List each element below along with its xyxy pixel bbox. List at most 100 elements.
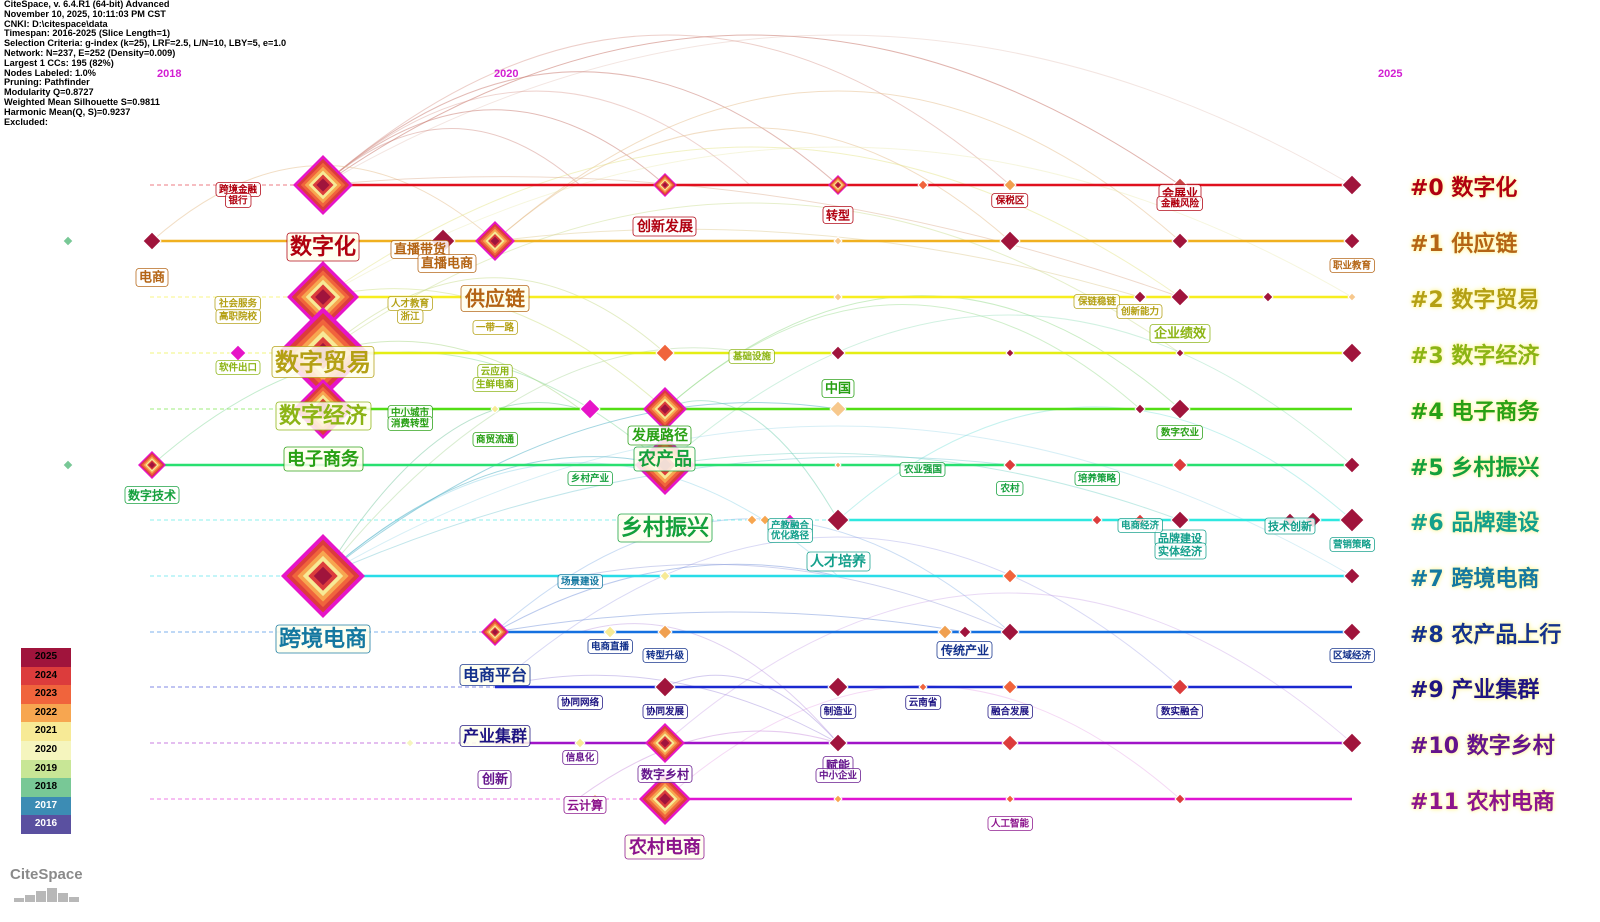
- node-zhuanxing-ring-6[interactable]: [835, 182, 841, 188]
- label-minor-25[interactable]: 电商经济: [1121, 520, 1160, 532]
- label-minor-5[interactable]: 高职院校: [219, 311, 258, 323]
- label-major-17[interactable]: 企业绩效: [1153, 326, 1207, 342]
- label-minor-31[interactable]: 协同网络: [561, 697, 600, 709]
- cluster-label-3[interactable]: #3 数字经济: [1410, 344, 1540, 369]
- node-small-8[interactable]: [833, 236, 843, 246]
- label-minor-29[interactable]: 转型升级: [646, 650, 685, 662]
- label-major-0[interactable]: 数字化: [290, 234, 356, 260]
- label-minor-12[interactable]: 基础设施: [732, 351, 772, 363]
- node-small-60[interactable]: [1174, 793, 1186, 805]
- node-small-14[interactable]: [1347, 292, 1357, 302]
- node-small-47[interactable]: [1000, 622, 1020, 642]
- cluster-label-10[interactable]: #10 数字乡村: [1410, 734, 1555, 759]
- label-minor-3[interactable]: 保税区: [995, 195, 1025, 207]
- node-small-51[interactable]: [1002, 679, 1018, 695]
- node-small-30[interactable]: [826, 508, 850, 532]
- label-minor-27[interactable]: 场景建设: [561, 576, 600, 588]
- label-minor-10[interactable]: 保链稳链: [1077, 296, 1117, 308]
- node-small-3[interactable]: [1003, 178, 1017, 192]
- label-minor-9[interactable]: 一带一路: [476, 322, 515, 334]
- node-small-26[interactable]: [1003, 458, 1017, 472]
- node-small-48[interactable]: [1342, 622, 1362, 642]
- label-minor-35[interactable]: 融合发展: [991, 706, 1030, 718]
- label-major-8[interactable]: 电商平台: [463, 666, 527, 685]
- node-small-42[interactable]: [1343, 567, 1361, 585]
- label-minor-14[interactable]: 消费转型: [391, 418, 430, 430]
- node-small-18[interactable]: [1005, 348, 1015, 358]
- label-major-29[interactable]: 实体经济: [1158, 544, 1203, 558]
- node-small-53[interactable]: [918, 682, 928, 692]
- label-minor-22[interactable]: 培养策略: [1078, 473, 1117, 485]
- node-small-40[interactable]: [659, 570, 671, 582]
- label-minor-24[interactable]: 优化路径: [771, 530, 810, 542]
- label-minor-40[interactable]: 职业教育: [1333, 260, 1372, 272]
- cluster-label-8[interactable]: #8 农产品上行: [1410, 623, 1562, 648]
- label-minor-18[interactable]: 数字农业: [1160, 427, 1200, 439]
- label-major-1[interactable]: 供应链: [464, 287, 526, 311]
- label-minor-11[interactable]: 创新能力: [1120, 306, 1159, 318]
- node-small-28[interactable]: [1343, 456, 1361, 474]
- label-major-3[interactable]: 数字经济: [279, 403, 368, 429]
- cluster-label-6[interactable]: #6 品牌建设: [1410, 511, 1540, 536]
- node-small-43[interactable]: [603, 625, 617, 639]
- label-major-5[interactable]: 农产品: [637, 448, 692, 470]
- label-minor-16[interactable]: 生鲜电商: [476, 379, 515, 391]
- label-minor-15[interactable]: 云应用: [481, 366, 510, 378]
- node-gongyinglian-ring-6[interactable]: [315, 289, 331, 305]
- label-minor-38[interactable]: 中小企业: [819, 770, 858, 782]
- label-major-7[interactable]: 跨境电商: [279, 626, 367, 652]
- label-minor-13[interactable]: 中小城市: [391, 407, 430, 419]
- node-shuzixiangcun-ring-6[interactable]: [660, 738, 670, 748]
- node-small-34[interactable]: [1091, 514, 1103, 526]
- label-minor-39[interactable]: 人工智能: [991, 818, 1030, 830]
- node-small-52[interactable]: [1171, 678, 1189, 696]
- node-small-64[interactable]: [62, 459, 74, 471]
- node-small-50[interactable]: [827, 676, 849, 698]
- node-small-61[interactable]: [833, 794, 843, 804]
- label-major-24[interactable]: 云计算: [567, 798, 603, 813]
- node-small-54[interactable]: [828, 733, 848, 753]
- node-small-59[interactable]: [1005, 794, 1015, 804]
- node-zhibodianshang-ring-6[interactable]: [490, 236, 500, 246]
- node-small-36[interactable]: [1170, 510, 1190, 530]
- node-small-22[interactable]: [579, 398, 601, 420]
- label-major-23[interactable]: 创新: [481, 772, 508, 788]
- label-minor-36[interactable]: 数实融合: [1160, 706, 1200, 718]
- label-minor-28[interactable]: 电商直播: [591, 641, 630, 653]
- node-small-16[interactable]: [655, 343, 675, 363]
- node-small-55[interactable]: [1001, 734, 1019, 752]
- node-small-19[interactable]: [1175, 348, 1185, 358]
- label-minor-1[interactable]: 银行: [228, 195, 248, 207]
- cluster-label-5[interactable]: #5 乡村振兴: [1410, 456, 1540, 481]
- cluster-label-11[interactable]: #11 农村电商: [1410, 790, 1555, 815]
- label-minor-0[interactable]: 跨境金融: [219, 184, 258, 196]
- label-major-2[interactable]: 数字贸易: [275, 348, 371, 377]
- node-small-29[interactable]: [834, 461, 842, 469]
- label-major-4[interactable]: 电子商务: [287, 448, 360, 470]
- label-minor-34[interactable]: 云南省: [909, 697, 938, 709]
- label-minor-37[interactable]: 信息化: [566, 752, 595, 764]
- cluster-label-0[interactable]: #0 数字化: [1410, 176, 1518, 201]
- node-small-11[interactable]: [1262, 291, 1274, 303]
- node-small-21[interactable]: [490, 404, 500, 414]
- cluster-label-7[interactable]: #7 跨境电商: [1410, 567, 1540, 592]
- node-small-33[interactable]: [759, 514, 771, 526]
- label-minor-20[interactable]: 农业强国: [903, 464, 942, 476]
- node-small-39[interactable]: [1339, 507, 1365, 533]
- cluster-label-4[interactable]: #4 电子商务: [1410, 400, 1540, 425]
- node-small-32[interactable]: [746, 514, 758, 526]
- node-small-49[interactable]: [654, 676, 676, 698]
- node-small-15[interactable]: [229, 344, 247, 362]
- label-major-9[interactable]: 产业集群: [463, 727, 527, 746]
- node-shuzijishu-ring-6[interactable]: [148, 461, 156, 469]
- node-small-25[interactable]: [1169, 398, 1191, 420]
- label-major-16[interactable]: 中国: [825, 381, 851, 397]
- label-major-10[interactable]: 农村电商: [628, 836, 701, 858]
- label-major-20[interactable]: 电商: [139, 270, 165, 286]
- label-major-28[interactable]: 技术创新: [1268, 519, 1312, 533]
- node-small-12[interactable]: [1133, 290, 1147, 304]
- label-minor-21[interactable]: 农村: [999, 483, 1020, 495]
- label-major-15[interactable]: 人才培养: [810, 553, 867, 570]
- label-major-19[interactable]: 转型: [826, 208, 850, 223]
- node-small-57[interactable]: [574, 737, 586, 749]
